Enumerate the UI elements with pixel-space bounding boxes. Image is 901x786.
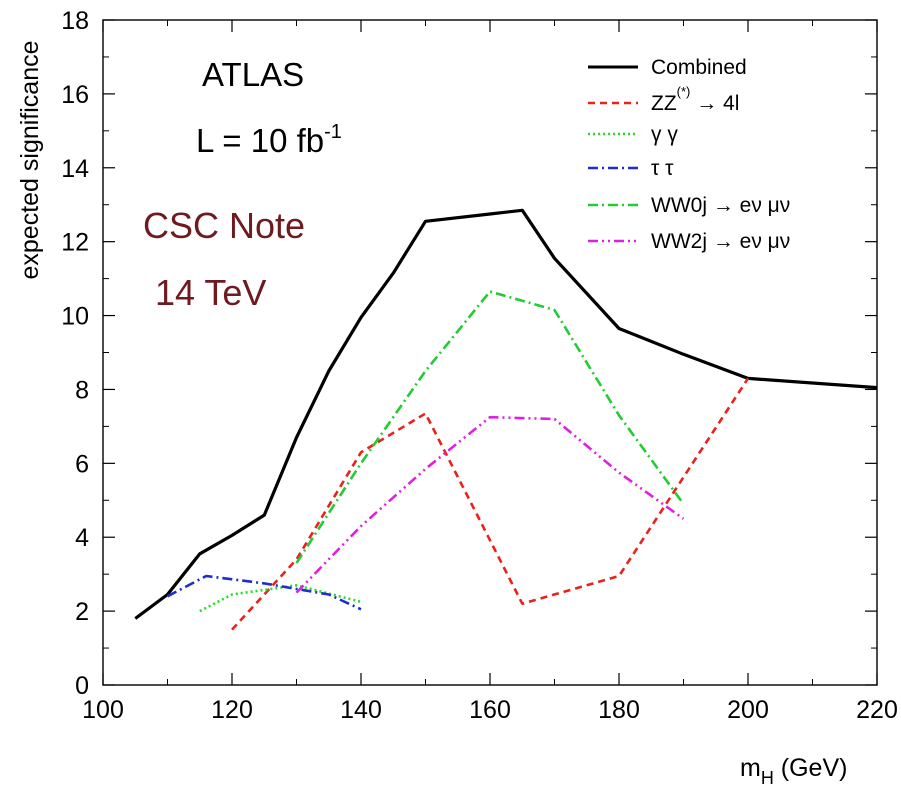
data-point [683,518,685,520]
experiment-label: ATLAS [202,56,304,93]
x-tick-label: 200 [727,696,769,724]
legend-label: Combined [651,56,747,79]
data-point [489,213,491,215]
data-point [392,272,394,274]
data-point [231,593,233,595]
data-point [683,353,685,355]
data-point [296,592,298,594]
data-point [328,370,330,372]
data-point [618,575,620,577]
axes: 100 120 140 160 180 200 220 0 2 4 6 8 10 12 14 16 18 [61,7,898,724]
data-point [554,257,556,259]
data-point [747,377,749,379]
data-point [554,418,556,420]
data-point [554,309,556,311]
data-point [360,462,362,464]
legend: Combined ZZ(*) → 4l γ γ τ τ WW0j → eν μν WW2j… [588,56,790,253]
data-point [360,608,362,610]
data-point [296,562,298,564]
x-tick-label: 220 [856,696,898,724]
y-tick-label: 18 [61,7,89,35]
data-point [618,472,620,474]
y-axis-title: expected significance [16,40,44,279]
luminosity-label: L = 10 fb-1 [196,121,342,159]
data-point [618,327,620,329]
data-point [360,601,362,603]
series-lines [134,208,878,631]
legend-label: γ γ [651,123,678,146]
y-tick-label: 2 [75,598,89,626]
data-point [425,370,427,372]
x-axis-title-main: m [740,754,761,782]
y-tick-label: 12 [61,229,89,257]
data-point [296,584,298,586]
y-tick-label: 16 [61,81,89,109]
y-tick-label: 6 [75,450,89,478]
x-tick-label: 100 [82,696,124,724]
data-point [167,595,169,597]
series-line-ww0j-e- [295,290,685,564]
plot-frame [102,19,878,686]
y-tick-label: 4 [75,524,89,552]
series-line-- [199,583,362,613]
data-point [360,451,362,453]
x-axis-title: mH (GeV) [740,754,847,786]
data-point [360,316,362,318]
data-point [328,593,330,595]
x-tick-label: 180 [598,696,640,724]
legend-label: WW0j → eν μν [651,194,790,217]
data-point [296,436,298,438]
series-line-ww2j-e- [295,415,685,594]
y-tick-label: 14 [61,155,89,183]
data-point [263,514,265,516]
data-point [360,525,362,527]
energy-label: 14 TeV [155,272,266,313]
data-point [231,629,233,631]
legend-label: WW2j → eν μν [651,230,790,253]
legend-label: ZZ(*) → 4l [651,84,739,115]
data-point [425,468,427,470]
y-tick-label: 0 [75,672,89,700]
x-tick-label: 140 [340,696,382,724]
x-tick-label: 160 [469,696,511,724]
data-point [205,575,207,577]
data-point [199,610,201,612]
series-line-combined [134,208,878,620]
x-axis-title-sub: H [761,768,774,786]
data-point [618,414,620,416]
data-point [425,412,427,414]
x-axis-title-unit: (GeV) [774,754,848,782]
data-point [876,387,878,389]
y-tick-label: 8 [75,376,89,404]
x-tick-label: 120 [211,696,253,724]
note-label: CSC Note [143,205,305,246]
data-point [521,209,523,211]
data-point [134,618,136,620]
data-point [263,582,265,584]
y-tick-label: 10 [61,303,89,331]
data-point [231,534,233,536]
series-line-- [166,574,362,611]
data-point [683,503,685,505]
luminosity-exponent: -1 [324,121,342,143]
luminosity-main: L = 10 fb [196,122,324,159]
data-point [489,291,491,293]
data-point [521,603,523,605]
data-point [489,416,491,418]
legend-label: τ τ [651,157,674,180]
data-point [425,220,427,222]
data-point [199,553,201,555]
